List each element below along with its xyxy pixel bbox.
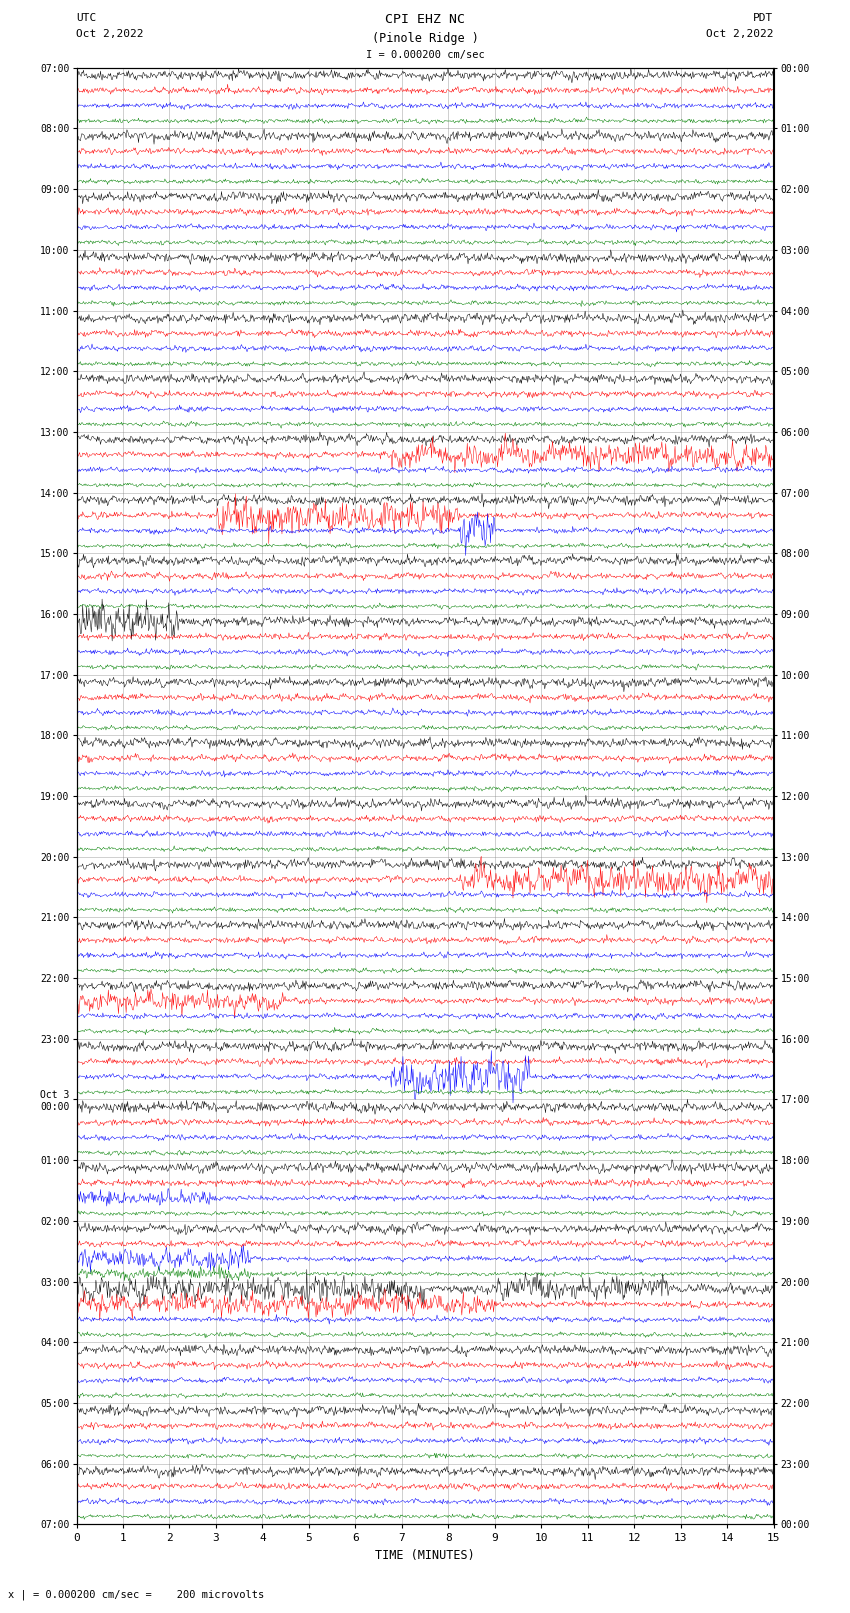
Text: PDT: PDT — [753, 13, 774, 23]
X-axis label: TIME (MINUTES): TIME (MINUTES) — [375, 1548, 475, 1561]
Text: (Pinole Ridge ): (Pinole Ridge ) — [371, 32, 479, 45]
Text: I = 0.000200 cm/sec: I = 0.000200 cm/sec — [366, 50, 484, 60]
Text: Oct 2,2022: Oct 2,2022 — [76, 29, 144, 39]
Text: CPI EHZ NC: CPI EHZ NC — [385, 13, 465, 26]
Text: Oct 2,2022: Oct 2,2022 — [706, 29, 774, 39]
Text: x | = 0.000200 cm/sec =    200 microvolts: x | = 0.000200 cm/sec = 200 microvolts — [8, 1589, 264, 1600]
Text: UTC: UTC — [76, 13, 97, 23]
